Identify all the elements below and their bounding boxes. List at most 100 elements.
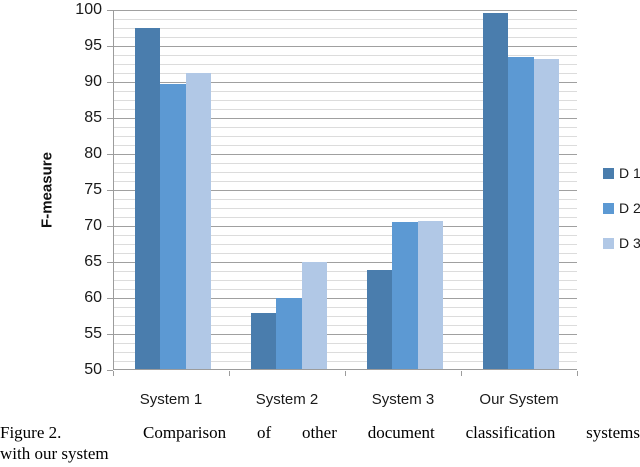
- gridline-minor: [114, 289, 577, 290]
- bar-d1-our-system: [483, 13, 509, 369]
- gridline-minor: [114, 28, 577, 29]
- gridline-minor: [114, 280, 577, 281]
- bar-d3-system-3: [417, 220, 444, 369]
- gridline-minor: [114, 127, 577, 128]
- y-tick-label: 90: [84, 73, 102, 90]
- x-axis-tick: [229, 371, 230, 376]
- legend-item-d3: D 3: [603, 236, 640, 250]
- figure-caption: Figure 2. Comparison of other document c…: [0, 422, 640, 464]
- legend-swatch: [603, 202, 614, 214]
- x-category-label-system-1: System 1: [139, 391, 203, 408]
- y-axis-tick: [107, 190, 113, 191]
- bar-d2-our-system: [508, 57, 534, 369]
- gridline-minor: [114, 244, 577, 245]
- gridline-minor: [114, 235, 577, 236]
- gridline-major: [114, 190, 577, 191]
- gridline-minor: [114, 307, 577, 308]
- gridline-minor: [114, 100, 577, 101]
- gridline-minor: [114, 343, 577, 344]
- gridline-minor: [114, 181, 577, 182]
- gridline-minor: [114, 145, 577, 146]
- y-axis-tick: [107, 10, 113, 11]
- legend-label: D 1: [619, 165, 640, 181]
- gridline-minor: [114, 199, 577, 200]
- bar-d1-system-3: [367, 270, 393, 369]
- y-tick-label: 65: [84, 253, 102, 270]
- y-axis-tick: [107, 370, 113, 371]
- bar-d3-our-system: [533, 58, 560, 369]
- x-axis-tick: [461, 371, 462, 376]
- y-axis-tick: [107, 298, 113, 299]
- gridline-minor: [114, 109, 577, 110]
- legend-swatch: [603, 237, 614, 249]
- x-category-label-system-2: System 2: [255, 391, 319, 408]
- y-axis-tick: [107, 226, 113, 227]
- gridline-minor: [114, 217, 577, 218]
- legend-label: D 3: [619, 235, 640, 251]
- caption-figure-label: Figure 2.: [0, 423, 62, 442]
- y-axis-tick: [107, 334, 113, 335]
- y-axis-tick: [107, 46, 113, 47]
- gridline-minor: [114, 163, 577, 164]
- legend-label: D 2: [619, 200, 640, 216]
- gridline-minor: [114, 253, 577, 254]
- legend-swatch: [603, 167, 614, 179]
- y-axis-tick: [107, 262, 113, 263]
- gridline-minor: [114, 37, 577, 38]
- gridline-minor: [114, 316, 577, 317]
- y-axis-tick: [107, 154, 113, 155]
- bar-d3-system-2: [301, 262, 328, 369]
- bar-d1-system-2: [251, 312, 277, 369]
- gridline-minor: [114, 19, 577, 20]
- gridline-major: [114, 262, 577, 263]
- y-axis-tick: [107, 118, 113, 119]
- gridline-major: [114, 82, 577, 83]
- y-tick-label: 55: [84, 325, 102, 342]
- gridline-minor: [114, 208, 577, 209]
- gridline-minor: [114, 91, 577, 92]
- y-axis-tick: [107, 82, 113, 83]
- bar-d3-system-1: [185, 73, 212, 369]
- y-tick-label: 50: [84, 361, 102, 378]
- y-tick-label: 100: [75, 1, 102, 18]
- gridline-minor: [114, 271, 577, 272]
- legend-item-d2: D 2: [603, 201, 640, 215]
- y-tick-label: 85: [84, 109, 102, 126]
- x-category-label-system-3: System 3: [371, 391, 435, 408]
- bar-d2-system-1: [160, 83, 186, 369]
- gridline-minor: [114, 352, 577, 353]
- gridline-minor: [114, 73, 577, 74]
- y-tick-label: 80: [84, 145, 102, 162]
- bar-d1-system-1: [135, 28, 161, 369]
- gridline-minor: [114, 325, 577, 326]
- plot-area: [113, 10, 577, 370]
- gridline-major: [114, 46, 577, 47]
- y-tick-label: 60: [84, 289, 102, 306]
- y-tick-label: 95: [84, 37, 102, 54]
- x-axis-tick: [345, 371, 346, 376]
- gridline-major: [114, 226, 577, 227]
- gridline-major: [114, 334, 577, 335]
- caption-line-1: Figure 2. Comparison of other document c…: [0, 422, 640, 443]
- gridline-minor: [114, 136, 577, 137]
- gridline-major: [114, 10, 577, 11]
- y-tick-label: 75: [84, 181, 102, 198]
- caption-text: Comparison of other document classificat…: [143, 423, 640, 442]
- x-axis-tick: [577, 371, 578, 376]
- gridline-major: [114, 154, 577, 155]
- gridline-major: [114, 298, 577, 299]
- bar-chart: F-measure 50 55 60 65 70 75 80 85 90 95 100 System …: [39, 1, 640, 408]
- bar-d2-system-3: [392, 222, 418, 369]
- x-category-label-our-system: Our System: [479, 391, 559, 408]
- bar-d2-system-2: [276, 297, 302, 369]
- x-axis-tick: [113, 371, 114, 376]
- gridline-minor: [114, 361, 577, 362]
- gridline-minor: [114, 55, 577, 56]
- y-tick-label: 70: [84, 217, 102, 234]
- gridline-minor: [114, 172, 577, 173]
- caption-line-2: with our system: [0, 444, 109, 463]
- gridline-major: [114, 118, 577, 119]
- gridline-minor: [114, 64, 577, 65]
- legend-item-d1: D 1: [603, 166, 640, 180]
